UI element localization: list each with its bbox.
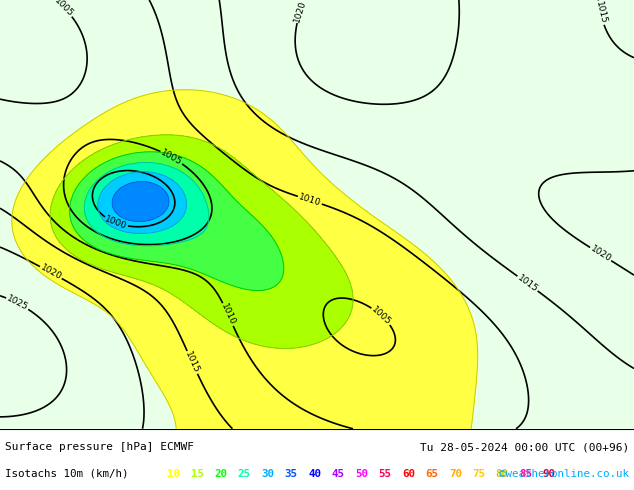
Text: 1015: 1015	[593, 0, 607, 25]
Text: 1020: 1020	[39, 263, 63, 282]
Text: 1015: 1015	[183, 350, 201, 375]
Text: 20: 20	[214, 469, 228, 479]
Text: 1010: 1010	[219, 302, 237, 327]
Text: 40: 40	[308, 469, 321, 479]
Text: 25: 25	[238, 469, 251, 479]
Text: 50: 50	[355, 469, 368, 479]
Text: 1000: 1000	[103, 214, 128, 231]
Text: 1005: 1005	[370, 305, 393, 327]
Text: 1010: 1010	[297, 193, 322, 208]
Text: 75: 75	[472, 469, 486, 479]
Text: 1020: 1020	[588, 244, 612, 264]
Text: 1015: 1015	[515, 273, 540, 294]
Text: 1025: 1025	[5, 294, 30, 313]
Text: 70: 70	[449, 469, 462, 479]
Text: 45: 45	[332, 469, 345, 479]
Text: 1005: 1005	[52, 0, 75, 19]
Text: 85: 85	[519, 469, 533, 479]
Text: 80: 80	[496, 469, 509, 479]
Text: 35: 35	[285, 469, 298, 479]
Text: Surface pressure [hPa] ECMWF: Surface pressure [hPa] ECMWF	[5, 442, 194, 452]
Text: Isotachs 10m (km/h): Isotachs 10m (km/h)	[5, 469, 135, 479]
Text: ©weatheronline.co.uk: ©weatheronline.co.uk	[499, 469, 629, 479]
Text: 1020: 1020	[292, 0, 308, 24]
Text: 90: 90	[543, 469, 556, 479]
Text: 1005: 1005	[159, 147, 184, 167]
Text: 60: 60	[402, 469, 415, 479]
Text: 15: 15	[191, 469, 204, 479]
Text: 55: 55	[378, 469, 392, 479]
Text: 30: 30	[261, 469, 275, 479]
Text: 10: 10	[167, 469, 181, 479]
Text: Tu 28-05-2024 00:00 UTC (00+96): Tu 28-05-2024 00:00 UTC (00+96)	[420, 442, 629, 452]
Text: 65: 65	[425, 469, 439, 479]
